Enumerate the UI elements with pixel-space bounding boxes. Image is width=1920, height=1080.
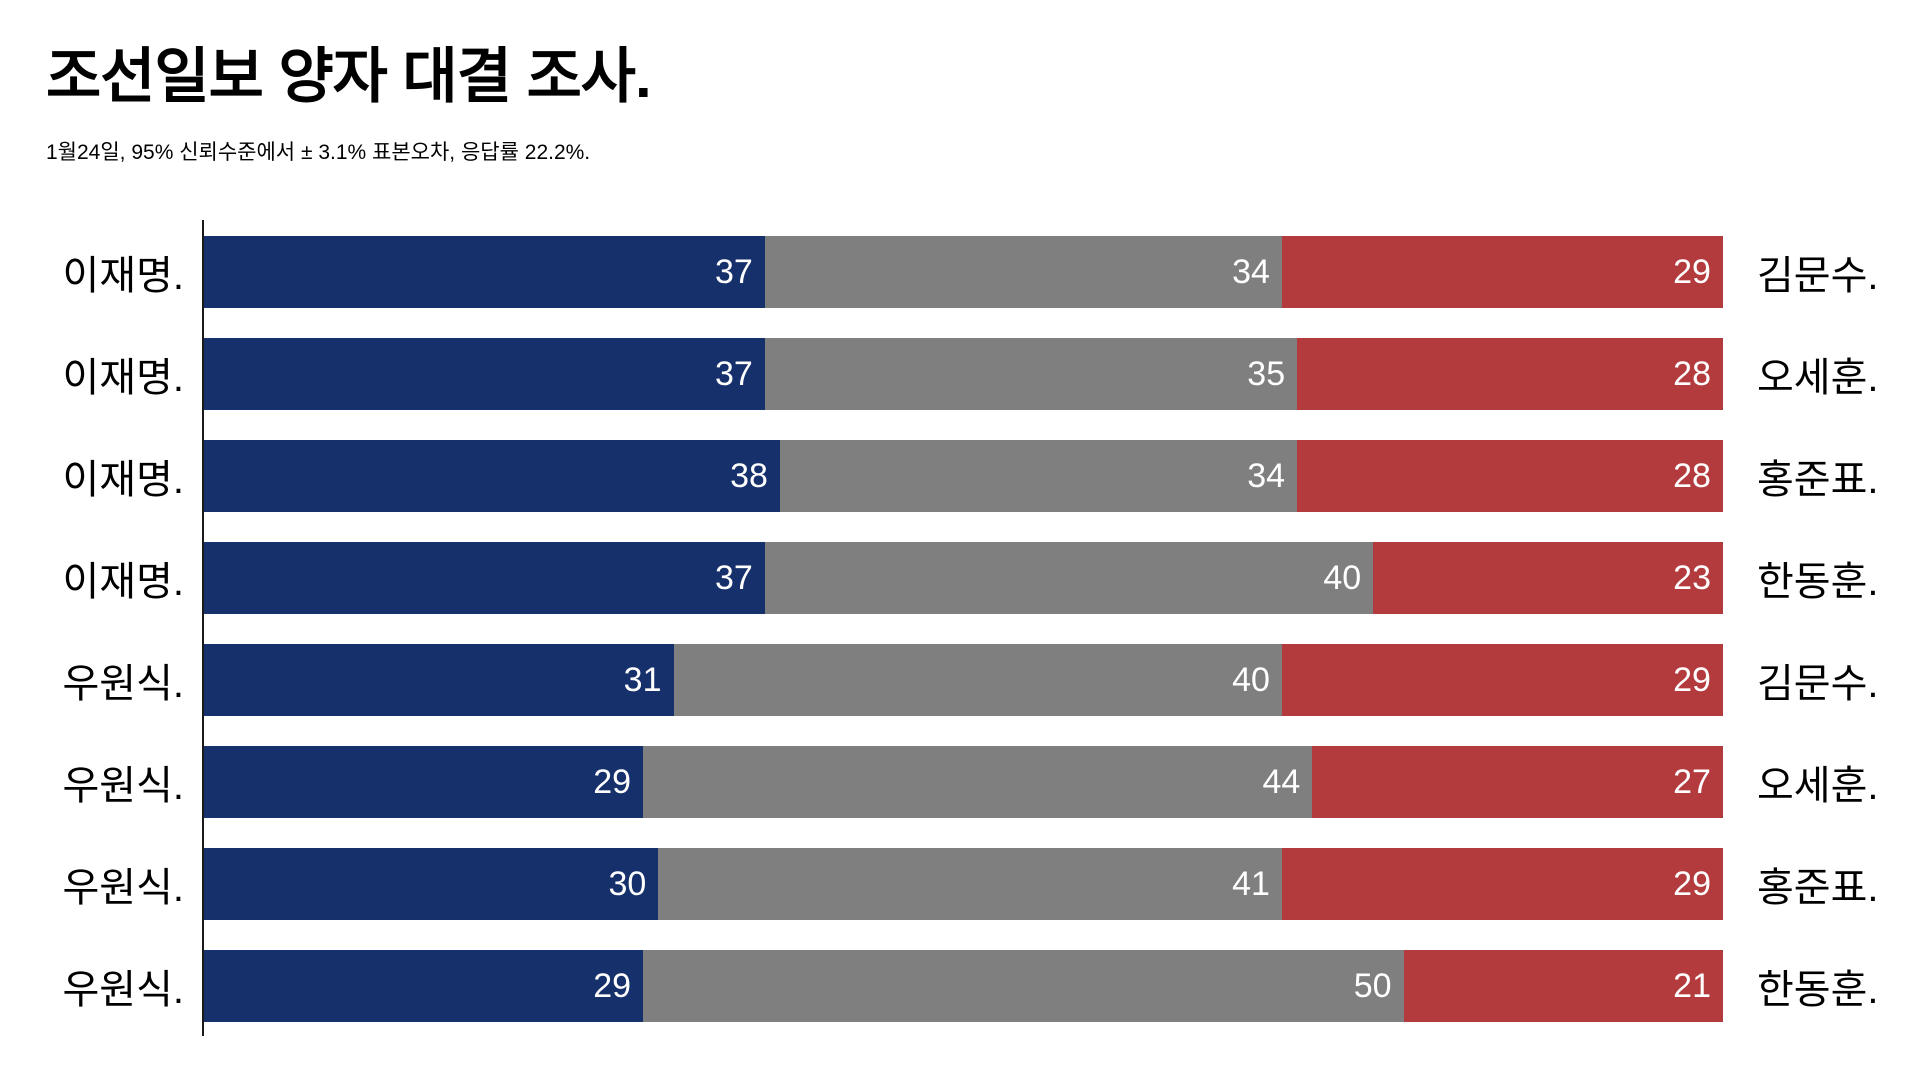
bar-value: 31 xyxy=(623,661,662,699)
bar-segment-red: 28 xyxy=(1297,338,1723,410)
row-right-label: 홍준표. xyxy=(1757,458,1879,502)
bar-segment-gray: 34 xyxy=(779,440,1298,512)
chart-row: 우원식. 30 41 29 홍준표. xyxy=(0,848,1920,920)
chart-row: 우원식. 29 44 27 오세훈. xyxy=(0,746,1920,818)
row-left-label: 우원식. xyxy=(62,866,184,910)
bar-track: 37 40 23 xyxy=(202,542,1723,614)
bar-segment-blue: 29 xyxy=(202,950,644,1022)
bar-segment-gray: 35 xyxy=(764,338,1298,410)
page-subtitle: 1월24일, 95% 신뢰수준에서 ± 3.1% 표본오차, 응답률 22.2%… xyxy=(46,141,591,164)
row-right-label: 오세훈. xyxy=(1757,356,1879,400)
bar-value: 29 xyxy=(1673,661,1711,699)
bar-value: 41 xyxy=(1232,865,1270,903)
bar-segment-blue: 38 xyxy=(202,440,780,512)
bar-track: 37 35 28 xyxy=(202,338,1723,410)
row-left-label: 이재명. xyxy=(62,560,184,604)
stacked-bar-chart: 이재명. 37 34 29 김문수. 이재명. 37 35 28 xyxy=(0,220,1920,1036)
chart-row: 이재명. 37 35 28 오세훈. xyxy=(0,338,1920,410)
row-right-label: 김문수. xyxy=(1757,662,1879,706)
bar-segment-gray: 41 xyxy=(658,848,1282,920)
row-left-label: 이재명. xyxy=(62,356,184,400)
bar-value: 23 xyxy=(1673,559,1711,597)
bar-segment-red: 29 xyxy=(1281,848,1723,920)
bar-value: 29 xyxy=(593,967,632,1005)
bar-track: 29 44 27 xyxy=(202,746,1723,818)
bar-value: 37 xyxy=(714,559,753,597)
chart-row: 우원식. 29 50 21 한동훈. xyxy=(0,950,1920,1022)
bar-value: 50 xyxy=(1353,967,1392,1005)
bar-segment-red: 27 xyxy=(1312,746,1723,818)
chart-row: 이재명. 38 34 28 홍준표. xyxy=(0,440,1920,512)
bar-segment-blue: 29 xyxy=(202,746,644,818)
bar-value: 40 xyxy=(1232,661,1270,699)
bar-value: 38 xyxy=(730,457,768,495)
bar-value: 21 xyxy=(1673,967,1711,1005)
bar-value: 35 xyxy=(1247,355,1286,393)
y-axis-line xyxy=(202,220,204,1036)
bar-segment-gray: 34 xyxy=(764,236,1282,308)
bar-track: 38 34 28 xyxy=(202,440,1723,512)
bar-value: 29 xyxy=(1673,253,1711,291)
bar-value: 28 xyxy=(1673,355,1711,393)
bar-track: 37 34 29 xyxy=(202,236,1723,308)
bar-segment-red: 29 xyxy=(1281,236,1723,308)
bar-track: 31 40 29 xyxy=(202,644,1723,716)
bar-segment-red: 28 xyxy=(1297,440,1723,512)
bar-segment-red: 29 xyxy=(1281,644,1723,716)
chart-header: 조선일보 양자 대결 조사. 1월24일, 95% 신뢰수준에서 ± 3.1% … xyxy=(0,0,1920,166)
row-left-label: 이재명. xyxy=(62,458,184,502)
row-right-label: 홍준표. xyxy=(1757,866,1879,910)
bar-segment-red: 23 xyxy=(1373,542,1723,614)
bar-segment-gray: 50 xyxy=(643,950,1404,1022)
row-left-label: 우원식. xyxy=(62,662,184,706)
bar-segment-blue: 37 xyxy=(202,236,765,308)
chart-row: 이재명. 37 40 23 한동훈. xyxy=(0,542,1920,614)
bar-segment-blue: 37 xyxy=(202,542,765,614)
bar-segment-blue: 30 xyxy=(202,848,659,920)
bar-value: 40 xyxy=(1323,559,1362,597)
bar-value: 37 xyxy=(714,253,753,291)
bar-segment-gray: 44 xyxy=(643,746,1313,818)
bar-value: 34 xyxy=(1247,457,1286,495)
bar-segment-red: 21 xyxy=(1403,950,1723,1022)
row-right-label: 한동훈. xyxy=(1757,968,1879,1012)
row-right-label: 한동훈. xyxy=(1757,560,1879,604)
bar-segment-gray: 40 xyxy=(673,644,1282,716)
row-right-label: 김문수. xyxy=(1757,254,1879,298)
bar-segment-gray: 40 xyxy=(764,542,1374,614)
bar-segment-blue: 31 xyxy=(202,644,674,716)
bar-value: 28 xyxy=(1673,457,1711,495)
row-left-label: 우원식. xyxy=(62,764,184,808)
bar-value: 27 xyxy=(1673,763,1711,801)
bar-value: 44 xyxy=(1262,763,1301,801)
bar-value: 37 xyxy=(714,355,753,393)
bar-value: 30 xyxy=(608,865,647,903)
chart-row: 이재명. 37 34 29 김문수. xyxy=(0,236,1920,308)
bar-track: 30 41 29 xyxy=(202,848,1723,920)
bar-segment-blue: 37 xyxy=(202,338,765,410)
row-left-label: 이재명. xyxy=(62,254,184,298)
chart-row: 우원식. 31 40 29 김문수. xyxy=(0,644,1920,716)
chart-rows: 이재명. 37 34 29 김문수. 이재명. 37 35 28 xyxy=(0,236,1920,1022)
bar-track: 29 50 21 xyxy=(202,950,1723,1022)
bar-value: 34 xyxy=(1232,253,1270,291)
row-left-label: 우원식. xyxy=(62,968,184,1012)
bar-value: 29 xyxy=(593,763,632,801)
bar-value: 29 xyxy=(1673,865,1711,903)
page-title: 조선일보 양자 대결 조사. xyxy=(46,43,652,110)
row-right-label: 오세훈. xyxy=(1757,764,1879,808)
